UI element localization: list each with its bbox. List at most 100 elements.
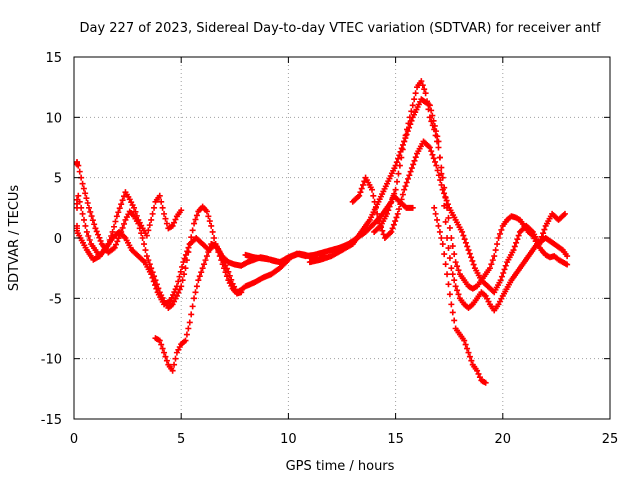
data-point bbox=[150, 278, 157, 285]
data-point bbox=[459, 228, 466, 235]
y-tick-label: 5 bbox=[54, 172, 62, 187]
data-point bbox=[435, 144, 442, 151]
data-point bbox=[464, 243, 471, 250]
data-point bbox=[442, 193, 449, 200]
data-point bbox=[437, 177, 444, 184]
data-point bbox=[113, 241, 120, 248]
data-point bbox=[431, 204, 438, 211]
data-point bbox=[511, 243, 518, 250]
data-point bbox=[169, 222, 176, 229]
data-point bbox=[114, 238, 121, 245]
data-point bbox=[445, 245, 452, 252]
data-point bbox=[374, 210, 381, 217]
data-point bbox=[486, 265, 493, 272]
data-point bbox=[92, 225, 99, 232]
data-point bbox=[199, 265, 206, 272]
data-point bbox=[223, 265, 230, 272]
y-tick-label: 10 bbox=[45, 111, 62, 126]
data-point bbox=[432, 158, 439, 165]
data-point bbox=[492, 247, 499, 254]
data-point bbox=[75, 162, 82, 169]
data-point bbox=[444, 271, 451, 278]
data-point bbox=[188, 311, 195, 318]
data-point bbox=[182, 265, 189, 272]
data-point bbox=[495, 235, 502, 241]
data-point bbox=[81, 216, 88, 223]
data-point bbox=[421, 86, 428, 93]
data-point bbox=[228, 276, 235, 283]
data-point bbox=[431, 122, 438, 129]
data-point bbox=[402, 135, 409, 142]
data-point bbox=[561, 210, 568, 217]
data-point bbox=[388, 228, 395, 235]
data-point bbox=[143, 232, 150, 239]
data-point bbox=[201, 261, 208, 268]
data-point bbox=[82, 222, 89, 229]
data-point bbox=[178, 207, 185, 214]
data-point bbox=[445, 281, 452, 288]
data-point bbox=[113, 213, 120, 220]
data-point bbox=[169, 367, 176, 374]
data-point bbox=[397, 148, 404, 155]
data-point bbox=[158, 198, 165, 205]
data-point bbox=[109, 228, 116, 235]
data-point bbox=[390, 221, 397, 228]
data-point bbox=[430, 155, 437, 162]
data-point bbox=[441, 202, 448, 209]
data-point bbox=[474, 367, 481, 374]
data-point bbox=[219, 255, 226, 262]
data-point bbox=[455, 291, 462, 298]
data-point bbox=[83, 195, 90, 202]
data-point bbox=[434, 167, 441, 174]
data-point bbox=[162, 215, 169, 222]
data-point bbox=[79, 180, 86, 187]
data-point bbox=[500, 269, 507, 276]
data-point bbox=[489, 257, 496, 264]
data-point bbox=[476, 374, 483, 381]
data-point bbox=[189, 303, 196, 310]
data-point bbox=[536, 241, 543, 248]
data-point bbox=[179, 263, 186, 270]
data-point bbox=[465, 349, 472, 356]
data-point bbox=[112, 218, 119, 225]
data-point bbox=[159, 204, 166, 211]
data-point bbox=[394, 178, 401, 185]
data-point bbox=[185, 244, 192, 251]
data-point bbox=[372, 204, 379, 211]
data-point bbox=[181, 271, 188, 278]
data-point bbox=[501, 266, 508, 273]
data-point bbox=[151, 204, 158, 211]
data-point bbox=[564, 261, 571, 268]
data-point bbox=[205, 213, 212, 220]
series-arc-7 bbox=[349, 138, 568, 296]
data-point bbox=[436, 228, 443, 235]
data-point bbox=[173, 283, 180, 290]
data-point bbox=[161, 349, 168, 356]
data-point bbox=[188, 234, 195, 241]
data-point bbox=[198, 269, 205, 276]
data-point bbox=[226, 272, 233, 279]
data-point bbox=[435, 172, 442, 179]
data-point bbox=[446, 255, 453, 262]
data-point bbox=[149, 274, 156, 281]
data-point bbox=[79, 210, 86, 217]
data-point bbox=[462, 341, 469, 348]
data-point bbox=[402, 183, 409, 190]
data-point bbox=[78, 204, 85, 211]
data-point bbox=[221, 259, 228, 266]
x-tick-label: 20 bbox=[495, 432, 512, 447]
data-point bbox=[76, 168, 83, 175]
series-arc-6 bbox=[306, 96, 571, 314]
data-point bbox=[461, 236, 468, 243]
data-point bbox=[432, 210, 439, 217]
data-point bbox=[443, 197, 450, 204]
data-point bbox=[452, 283, 459, 290]
data-point bbox=[172, 355, 179, 362]
series-arc-9 bbox=[371, 192, 416, 235]
data-point bbox=[392, 218, 399, 225]
data-point bbox=[461, 337, 468, 344]
x-tick-label: 5 bbox=[177, 432, 185, 447]
data-point bbox=[403, 179, 410, 186]
data-point bbox=[488, 261, 495, 268]
